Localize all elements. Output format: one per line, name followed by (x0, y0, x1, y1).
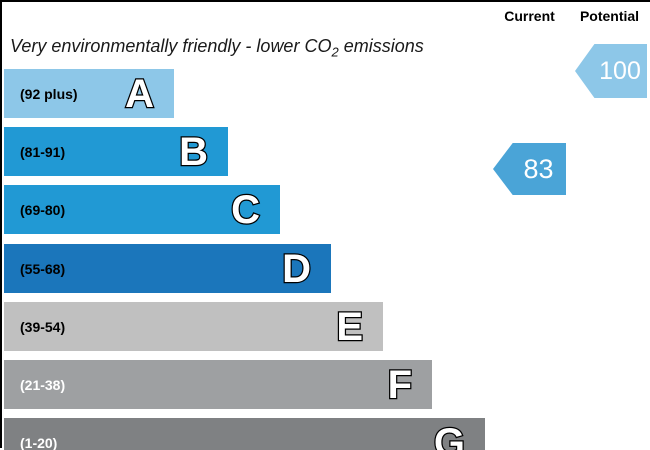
band-range-label: (55-68) (20, 260, 66, 277)
band-row-g: (1-20) G (4, 418, 485, 450)
band-range-label: (92 plus) (20, 85, 78, 102)
band-letter: G (433, 419, 467, 450)
band-row-f: (21-38) F (4, 360, 432, 409)
band-letter: A (124, 70, 155, 117)
chart-title-subscript: 2 (331, 44, 339, 60)
band-letter: C (230, 186, 261, 233)
table-right-border (0, 0, 2, 448)
band-letter: D (281, 245, 312, 292)
chart-title: Very environmentally friendly - lower CO… (10, 36, 424, 60)
current-value-marker: 83 (493, 143, 566, 195)
chart-title-suffix: emissions (338, 36, 424, 56)
band-row-a: (92 plus) A (4, 69, 174, 118)
band-letter: F (386, 361, 413, 408)
potential-value-marker: 100 (575, 44, 647, 98)
header-bottom-border (0, 0, 650, 2)
band-range-label: (21-38) (20, 376, 66, 393)
band-range-label: (1-20) (20, 434, 58, 450)
potential-column-header: Potential (579, 8, 640, 24)
band-range-label: (39-54) (20, 318, 66, 335)
band-range-label: (69-80) (20, 201, 66, 218)
band-row-d: (55-68) D (4, 244, 331, 293)
chart-title-prefix: Very environmentally friendly - lower CO (10, 36, 332, 56)
current-value: 83 (523, 153, 554, 184)
potential-value: 100 (599, 56, 641, 85)
band-range-label: (81-91) (20, 143, 66, 160)
band-row-b: (81-91) B (4, 127, 228, 176)
band-row-c: (69-80) C (4, 185, 280, 234)
band-row-e: (39-54) E (4, 302, 383, 351)
band-letter: B (178, 128, 209, 175)
band-letter: E (335, 303, 364, 350)
current-column-header: Current (504, 8, 555, 24)
